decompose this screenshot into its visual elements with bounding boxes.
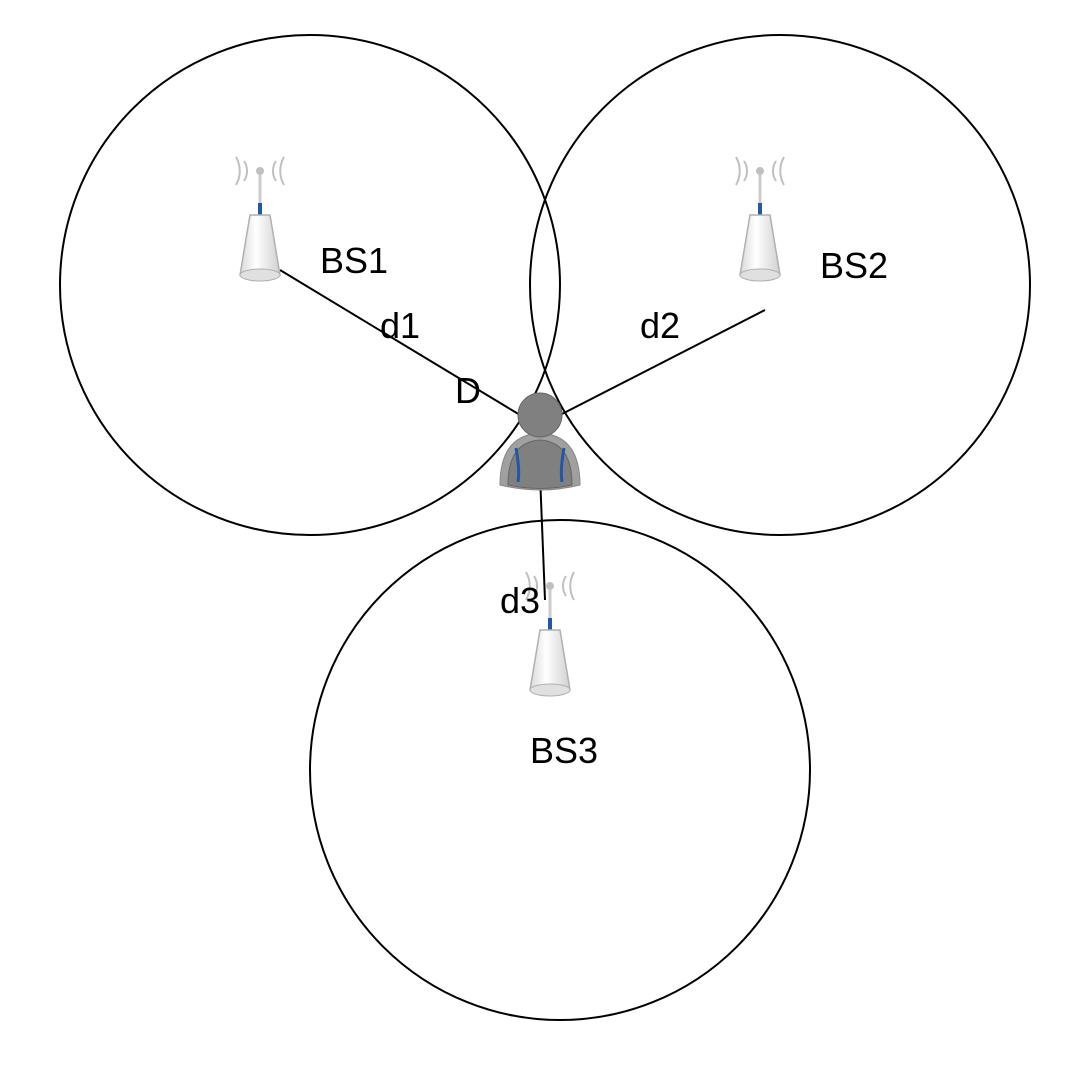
coverage-circles (60, 35, 1030, 1020)
label-d3: d3 (500, 580, 540, 622)
diagram-canvas (0, 0, 1089, 1073)
label-d2: d2 (640, 305, 680, 347)
coverage-circle-1 (60, 35, 560, 535)
label-device: D (455, 370, 481, 412)
user-icon (500, 393, 580, 490)
device-user (500, 393, 580, 490)
distance-line-3 (540, 475, 545, 600)
coverage-circle-2 (530, 35, 1030, 535)
label-bs2: BS2 (820, 245, 888, 287)
label-d1: d1 (380, 305, 420, 347)
label-bs1: BS1 (320, 240, 388, 282)
distance-lines (280, 270, 765, 600)
base-station-bs2 (736, 157, 784, 281)
label-bs3: BS3 (530, 730, 598, 772)
base-station-bs1 (236, 157, 284, 281)
